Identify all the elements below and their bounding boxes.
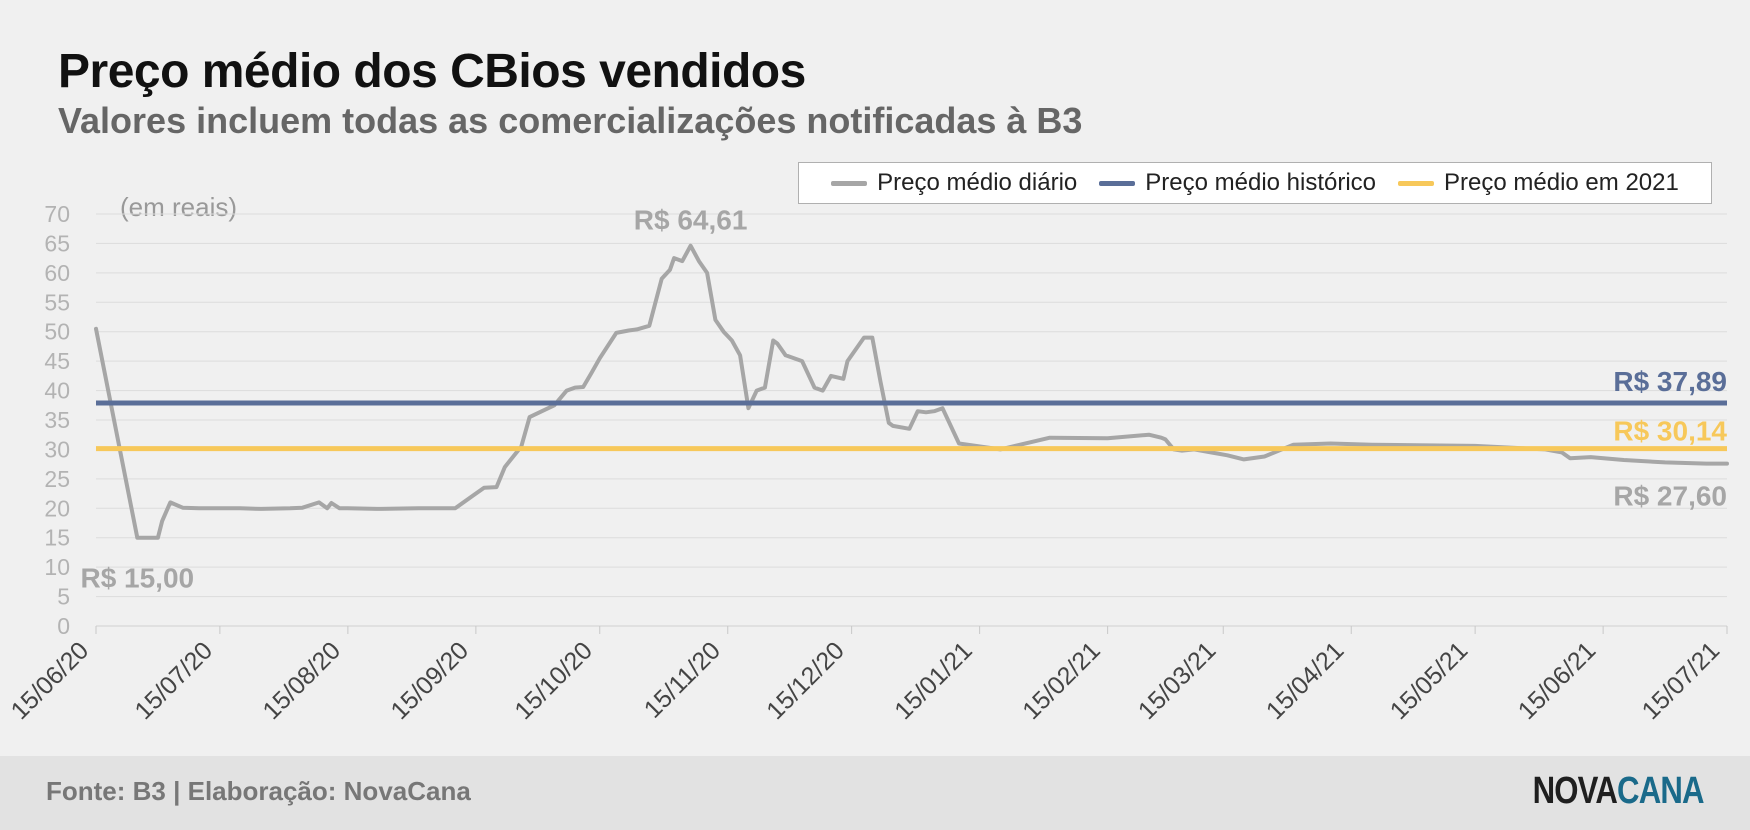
average-2021-label: R$ 30,14 <box>1613 416 1727 447</box>
annotations: R$ 64,61 R$ 15,00 R$ 37,89 R$ 30,14 R$ 27,60 <box>80 205 1727 594</box>
peak-price-label: R$ 64,61 <box>634 205 748 236</box>
y-tick-10: 10 <box>44 554 70 580</box>
x-tick-label: 15/05/21 <box>1385 636 1474 725</box>
chart-legend: Preço médio diário Preço médio histórico… <box>798 162 1712 204</box>
last-price-label: R$ 27,60 <box>1613 481 1727 512</box>
y-tick-20: 20 <box>44 495 70 521</box>
x-axis-ticks: 15/06/20 15/07/20 15/08/20 15/09/20 15/10/20… <box>6 625 1728 725</box>
x-tick-label: 15/06/20 <box>6 636 95 725</box>
y-tick-50: 50 <box>44 319 70 345</box>
x-tick-label: 15/12/20 <box>761 636 850 725</box>
legend-swatch-daily <box>831 180 868 186</box>
y-tick-55: 55 <box>44 289 70 315</box>
y-tick-15: 15 <box>44 525 70 551</box>
legend-label-historical: Preço médio histórico <box>1145 169 1377 196</box>
x-tick-label: 15/01/21 <box>889 636 978 725</box>
legend-item-daily: Preço médio diário <box>831 169 1077 197</box>
x-tick-label: 15/04/21 <box>1261 636 1350 725</box>
daily-price-line <box>94 243 1729 540</box>
legend-item-historical: Preço médio histórico <box>1099 169 1376 197</box>
y-tick-30: 30 <box>44 436 70 462</box>
y-tick-70: 70 <box>44 201 70 227</box>
y-tick-5: 5 <box>57 584 70 610</box>
x-tick-label: 15/09/20 <box>386 636 475 725</box>
x-tick-label: 15/02/21 <box>1017 636 1106 725</box>
x-tick-label: 15/07/20 <box>129 636 218 725</box>
x-tick-label: 15/08/20 <box>257 636 346 725</box>
series-lines <box>94 243 1729 540</box>
x-tick-label: 15/11/20 <box>639 636 726 723</box>
footer-bar: Fonte: B3 | Elaboração: NovaCana NOVACAN… <box>0 756 1750 830</box>
y-unit-label: (em reais) <box>120 192 238 222</box>
x-tick-label: 15/10/20 <box>509 636 598 725</box>
logo-part-nova: NOVA <box>1532 770 1618 812</box>
y-tick-35: 35 <box>44 407 70 433</box>
y-tick-25: 25 <box>44 466 70 492</box>
legend-swatch-historical <box>1099 180 1136 186</box>
y-axis-ticks: 0 5 10 15 20 25 30 35 40 45 50 55 60 65 70 <box>44 201 70 639</box>
legend-label-2021: Preço médio em 2021 <box>1444 169 1679 196</box>
chart-subtitle: Valores incluem todas as comercializaçõe… <box>58 100 1083 141</box>
chart-title: Preço médio dos CBios vendidos <box>58 45 806 98</box>
historical-average-label: R$ 37,89 <box>1613 366 1727 397</box>
legend-item-2021: Preço médio em 2021 <box>1398 169 1679 197</box>
min-price-label: R$ 15,00 <box>80 563 194 594</box>
x-tick-label: 15/07/21 <box>1637 636 1726 725</box>
legend-label-daily: Preço médio diário <box>877 169 1078 196</box>
y-tick-0: 0 <box>57 613 70 639</box>
y-tick-40: 40 <box>44 378 70 404</box>
x-tick-label: 15/06/21 <box>1513 636 1602 725</box>
novacana-logo: NOVACANA <box>1532 770 1705 813</box>
x-tick-label: 15/03/21 <box>1133 636 1222 725</box>
y-tick-45: 45 <box>44 348 70 374</box>
source-credit: Fonte: B3 | Elaboração: NovaCana <box>46 776 471 806</box>
y-tick-65: 65 <box>44 230 70 256</box>
legend-swatch-2021 <box>1398 180 1435 186</box>
logo-part-cana: CANA <box>1617 770 1705 812</box>
y-tick-60: 60 <box>44 260 70 286</box>
